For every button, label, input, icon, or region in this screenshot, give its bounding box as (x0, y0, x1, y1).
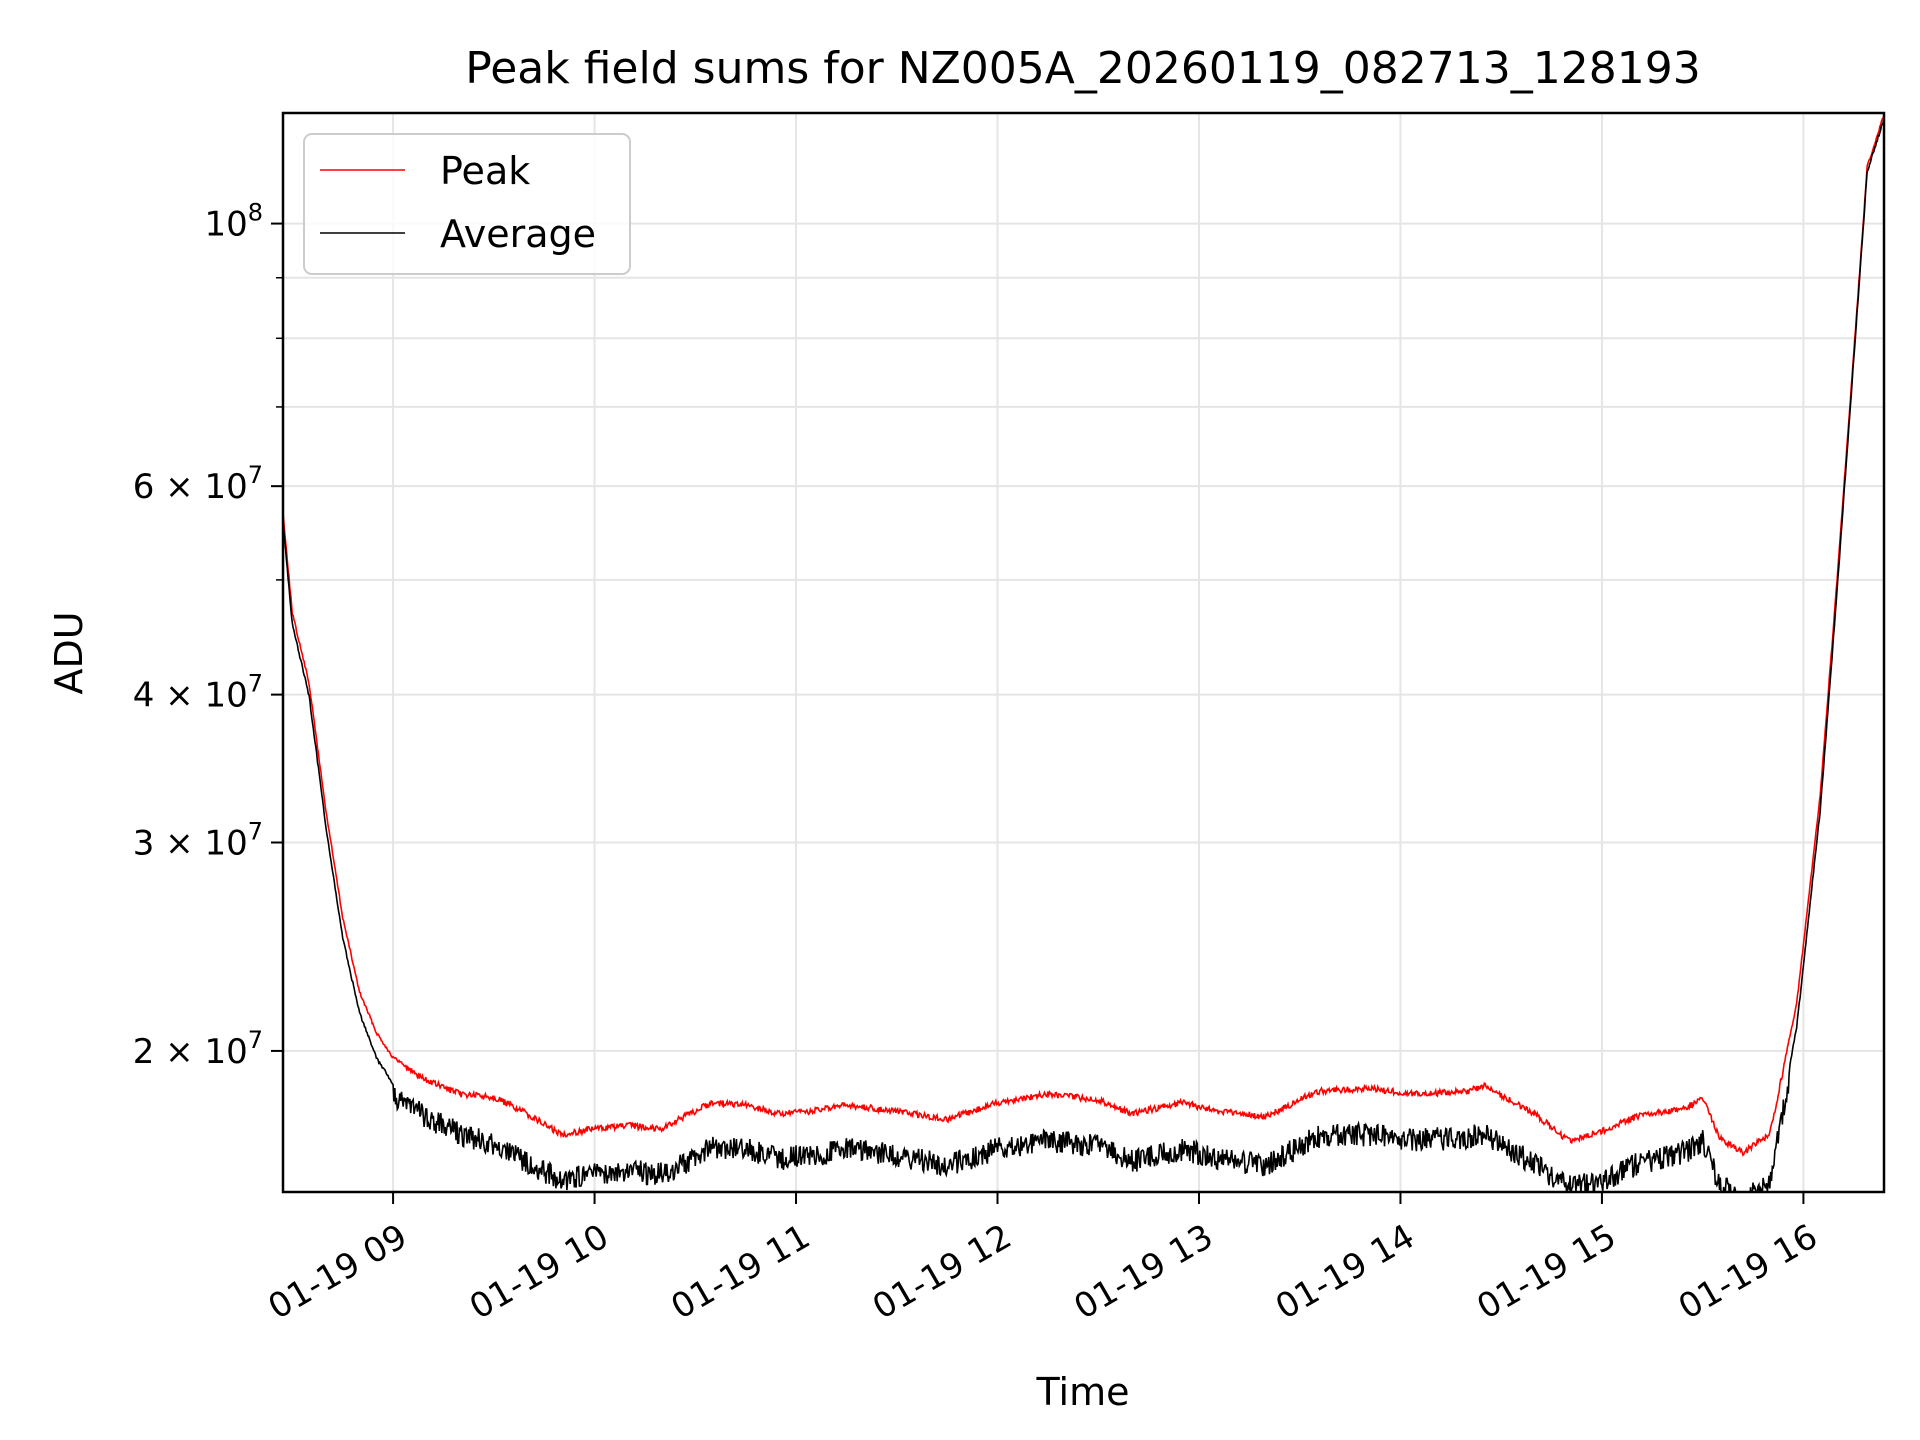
y-tick-label: 6 × 107 (133, 461, 263, 507)
series-layer (283, 115, 1884, 1192)
plot-frame (281, 111, 1886, 1194)
grid (283, 113, 1884, 1192)
series-line-peak (283, 115, 1884, 1157)
y-tick-label: 3 × 107 (133, 817, 263, 863)
legend: Peak Average (303, 133, 631, 275)
legend-label-peak: Peak (440, 149, 530, 193)
series-line-average (283, 118, 1884, 1192)
legend-label-average: Average (440, 212, 596, 256)
x-axis-label: Time (1036, 1370, 1130, 1414)
chart-title: Peak field sums for NZ005A_20260119_0827… (465, 43, 1700, 94)
y-axis-label: ADU (47, 611, 91, 694)
y-tick-label: 2 × 107 (133, 1026, 263, 1072)
legend-box (303, 133, 631, 275)
y-tick-label: 4 × 107 (133, 670, 263, 716)
y-tick-label: 108 (204, 199, 263, 245)
